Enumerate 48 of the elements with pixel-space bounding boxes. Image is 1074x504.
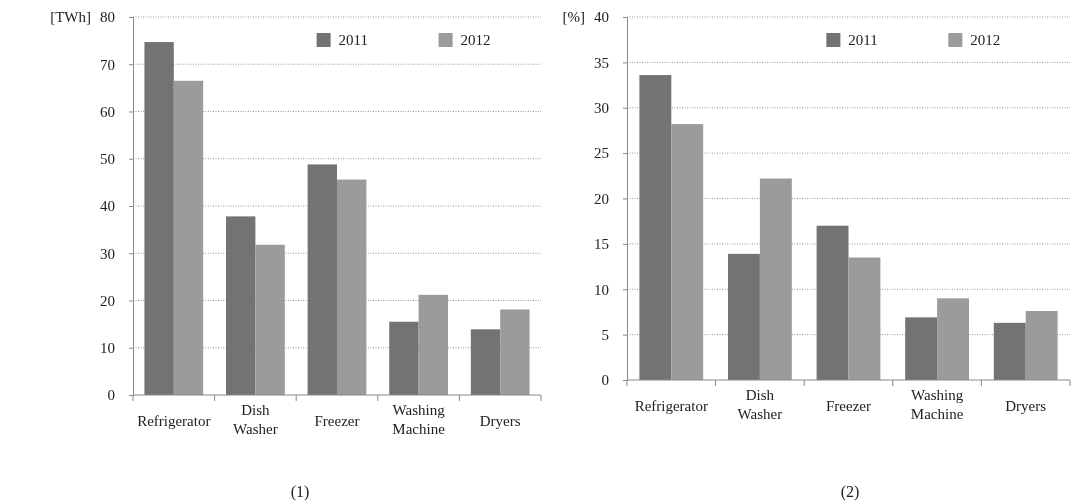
- bar: [144, 42, 174, 395]
- y-tick-label: 15: [594, 236, 609, 253]
- y-tick-label: 30: [100, 245, 115, 262]
- bar: [993, 322, 1026, 380]
- bar: [816, 225, 849, 380]
- y-axis-title: [%]: [562, 9, 585, 25]
- x-tick-label: Washing Machine: [910, 387, 964, 422]
- y-tick-label: 20: [594, 190, 609, 207]
- legend-label: 2011: [848, 32, 878, 48]
- x-tick-label: Dish Washer: [737, 387, 783, 422]
- legend-label: 2012: [970, 32, 1001, 48]
- x-tick-label: Washing Machine: [392, 402, 446, 437]
- y-tick-label: 35: [594, 54, 609, 71]
- y-tick-label: 40: [100, 198, 115, 215]
- y-tick-label: 50: [100, 151, 115, 168]
- y-tick-label: 0: [107, 387, 115, 404]
- y-tick-label: 80: [100, 9, 115, 26]
- y-tick-label: 25: [594, 145, 609, 162]
- bar: [307, 164, 337, 395]
- y-tick-label: 40: [594, 9, 609, 26]
- bar: [226, 216, 256, 395]
- y-tick-label: 60: [100, 103, 115, 120]
- legend-label: 2011: [338, 32, 369, 48]
- y-tick-label: 5: [601, 326, 609, 343]
- x-tick-label: Dryers: [1005, 398, 1047, 414]
- y-tick-label: 10: [100, 340, 115, 357]
- y-tick-label: 20: [100, 292, 115, 309]
- y-tick-label: 10: [594, 281, 609, 298]
- x-tick-label: Freezer: [826, 398, 871, 414]
- y-tick-label: 30: [594, 100, 609, 117]
- text: (1): [290, 483, 310, 501]
- x-tick-label: Refrigerator: [634, 398, 708, 414]
- x-tick-label: Refrigerator: [137, 413, 211, 429]
- x-tick-label: Freezer: [314, 413, 360, 429]
- bar: [728, 253, 760, 380]
- y-tick-label: 0: [601, 372, 609, 389]
- bar: [1025, 311, 1058, 380]
- bar: [470, 329, 501, 395]
- legend-label: 2012: [460, 32, 491, 48]
- bar: [639, 75, 672, 380]
- y-axis-title: [TWh]: [50, 9, 91, 25]
- x-tick-label: Dryers: [479, 413, 521, 429]
- bar: [905, 317, 938, 380]
- bar: [671, 124, 704, 380]
- y-tick-label: 70: [100, 56, 115, 73]
- text: (2): [840, 483, 860, 501]
- bar: [389, 321, 419, 395]
- x-tick-label: Dish Washer: [233, 402, 278, 437]
